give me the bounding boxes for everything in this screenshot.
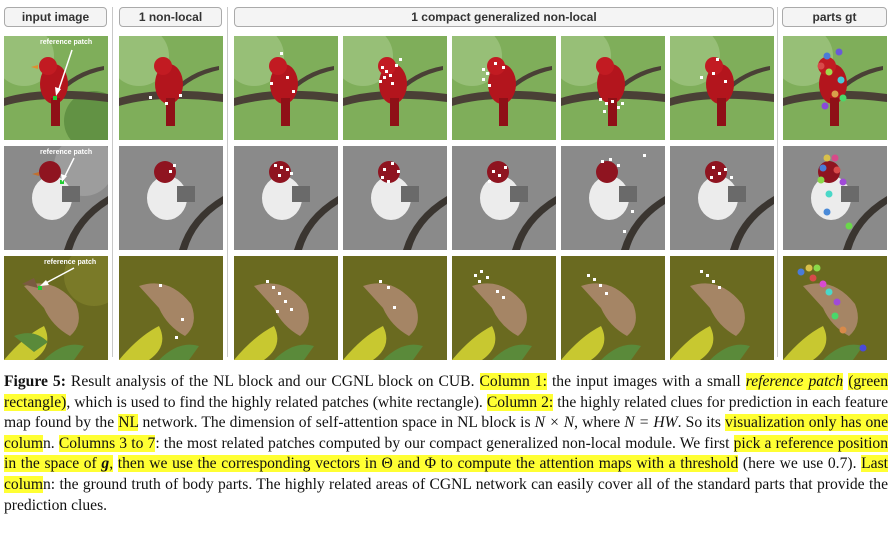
figure-label: Figure 5: <box>4 373 66 390</box>
image-waxwing-nl <box>119 256 223 360</box>
image-redhead-cgnl-3 <box>452 146 556 250</box>
image-waxwing-cgnl-2 <box>343 256 447 360</box>
image-redhead-cgnl-2 <box>343 146 447 250</box>
caption-highlight: Columns 3 to 7 <box>58 434 156 452</box>
redhead-cgnl-attention <box>670 146 774 250</box>
part-keypoints <box>817 48 847 110</box>
caption-highlight: then we use the corresponding vectors in… <box>117 455 739 473</box>
caption-highlight: Column 1: <box>479 373 547 390</box>
image-cardinal-cgnl-2 <box>343 36 447 140</box>
image-redhead-nl <box>119 146 223 250</box>
reference-arrow-icon <box>61 157 75 182</box>
cardinal-parts-photo <box>783 36 887 140</box>
image-waxwing-cgnl-3 <box>452 256 556 360</box>
header-input-image-label: input image <box>21 10 90 24</box>
image-waxwing-cgnl-5 <box>670 256 774 360</box>
image-waxwing-input: reference patch <box>4 256 108 360</box>
caption-text: n: the ground truth of body parts. The h… <box>4 475 888 514</box>
figure-caption: Figure 5: Result analysis of the NL bloc… <box>4 372 889 516</box>
cardinal-cgnl-attention <box>234 36 338 140</box>
redhead-cgnl-attention <box>343 146 447 250</box>
caption-text: (here we use 0.7). <box>738 455 862 473</box>
image-waxwing-parts-gt <box>783 256 887 360</box>
caption-math: g <box>101 455 110 473</box>
header-input-image: input image <box>4 7 107 27</box>
caption-text: the input images with a small <box>546 373 746 390</box>
image-cardinal-cgnl-3 <box>452 36 556 140</box>
image-redhead-cgnl-1 <box>234 146 338 250</box>
redhead-cgnl-attention <box>561 146 665 250</box>
caption-text: : the most related patches computed by o… <box>155 434 734 452</box>
header-non-local: 1 non-local <box>119 7 222 27</box>
cardinal-cgnl-attention <box>343 36 447 140</box>
caption-text: network. The dimension of self-attention… <box>138 414 535 432</box>
waxwing-cgnl-attention <box>452 256 556 360</box>
part-keypoints <box>817 154 853 230</box>
caption-text: , which is used to find the highly relat… <box>66 393 487 411</box>
caption-math: N = HW <box>624 414 678 432</box>
image-cardinal-nl <box>119 36 223 140</box>
redhead-parts-photo <box>783 146 887 250</box>
column-divider <box>112 7 113 357</box>
caption-text: n. <box>42 434 59 452</box>
caption-text: , where <box>574 414 625 432</box>
image-cardinal-parts-gt <box>783 36 887 140</box>
header-cgnl-label: 1 compact generalized non-local <box>411 10 597 24</box>
reference-patch-label: reference patch <box>40 39 93 46</box>
image-waxwing-cgnl-4 <box>561 256 665 360</box>
reference-arrow-icon <box>40 267 75 286</box>
waxwing-nl-attention <box>119 256 223 360</box>
image-redhead-parts-gt <box>783 146 887 250</box>
caption-text: . So its <box>677 414 726 432</box>
cardinal-cgnl-attention <box>561 36 665 140</box>
waxwing-cgnl-attention <box>343 256 447 360</box>
image-cardinal-cgnl-4 <box>561 36 665 140</box>
caption-highlight: Column 2: <box>486 393 554 411</box>
waxwing-cgnl-attention <box>561 256 665 360</box>
figure-image-grid: reference patch <box>0 36 893 360</box>
image-redhead-cgnl-5 <box>670 146 774 250</box>
cardinal-cgnl-attention <box>452 36 556 140</box>
redhead-nl-attention <box>119 146 223 250</box>
caption-highlight: , <box>109 455 114 473</box>
caption-math: N × N <box>534 414 575 432</box>
part-keypoints <box>797 264 867 352</box>
caption-highlight: NL <box>118 414 139 432</box>
image-cardinal-input: reference patch <box>4 36 108 140</box>
image-redhead-cgnl-4 <box>561 146 665 250</box>
redhead-photo <box>4 146 108 250</box>
image-cardinal-cgnl-1 <box>234 36 338 140</box>
reference-patch-label: reference patch <box>44 259 97 266</box>
column-divider <box>227 7 228 357</box>
image-waxwing-cgnl-1 <box>234 256 338 360</box>
waxwing-cgnl-attention <box>670 256 774 360</box>
caption-text: Result analysis of the NL block and our … <box>65 373 480 390</box>
header-parts-gt-label: parts gt <box>812 10 857 24</box>
image-redhead-input: reference patch <box>4 146 108 250</box>
column-divider <box>777 7 778 357</box>
reference-patch-annotation: reference patch <box>40 149 92 156</box>
redhead-cgnl-attention <box>234 146 338 250</box>
reference-arrow-icon <box>55 49 73 96</box>
redhead-cgnl-attention <box>452 146 556 250</box>
waxwing-parts-photo <box>783 256 887 360</box>
caption-highlight: reference patch <box>745 373 844 390</box>
header-cgnl: 1 compact generalized non-local <box>234 7 774 27</box>
image-cardinal-cgnl-5 <box>670 36 774 140</box>
reference-patch-label: reference patch <box>40 149 93 156</box>
reference-patch-annotation: reference patch <box>44 259 96 266</box>
caption-text: the highly related clues for prediction … <box>4 393 888 432</box>
waxwing-cgnl-attention <box>234 256 338 360</box>
cardinal-nl-attention <box>119 36 223 140</box>
header-parts-gt: parts gt <box>782 7 887 27</box>
waxwing-photo <box>4 256 108 360</box>
cardinal-cgnl-attention <box>670 36 774 140</box>
reference-patch-annotation: reference patch <box>40 39 92 46</box>
header-non-local-label: 1 non-local <box>138 10 203 24</box>
